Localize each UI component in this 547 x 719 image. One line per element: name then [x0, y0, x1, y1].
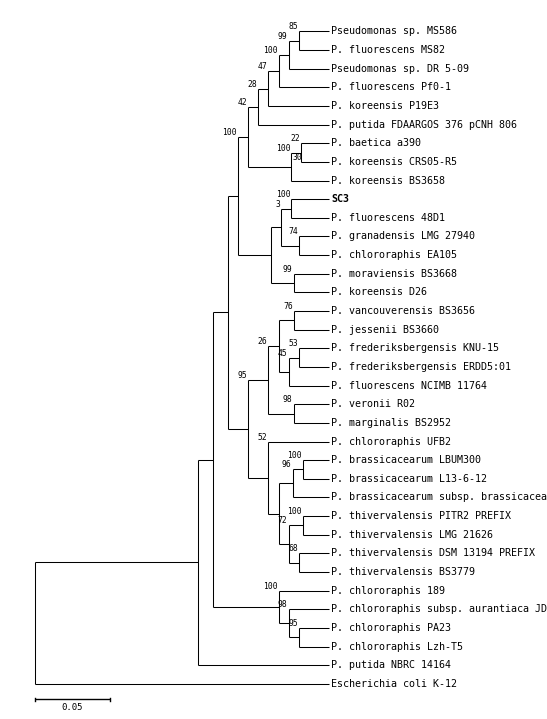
Text: P. fluorescens MS82: P. fluorescens MS82 [331, 45, 445, 55]
Text: 100: 100 [287, 451, 302, 460]
Text: 74: 74 [288, 227, 298, 237]
Text: P. granadensis LMG 27940: P. granadensis LMG 27940 [331, 232, 475, 242]
Text: 99: 99 [283, 265, 293, 274]
Text: 47: 47 [258, 62, 267, 71]
Text: 42: 42 [237, 98, 247, 106]
Text: P. koreensis D26: P. koreensis D26 [331, 288, 427, 298]
Text: P. baetica a390: P. baetica a390 [331, 138, 421, 148]
Text: Pseudomonas sp. MS586: Pseudomonas sp. MS586 [331, 27, 457, 37]
Text: P. thivervalensis PITR2 PREFIX: P. thivervalensis PITR2 PREFIX [331, 511, 511, 521]
Text: P. chlororaphis subsp. aurantiaca JD37: P. chlororaphis subsp. aurantiaca JD37 [331, 604, 547, 614]
Text: 53: 53 [288, 339, 298, 348]
Text: P. chlororaphis 189: P. chlororaphis 189 [331, 586, 445, 595]
Text: 99: 99 [278, 32, 288, 41]
Text: 100: 100 [223, 127, 237, 137]
Text: P. brassicacearum L13-6-12: P. brassicacearum L13-6-12 [331, 474, 487, 484]
Text: 100: 100 [276, 191, 290, 199]
Text: 68: 68 [288, 544, 298, 554]
Text: P. fluorescens Pf0-1: P. fluorescens Pf0-1 [331, 83, 451, 92]
Text: P. moraviensis BS3668: P. moraviensis BS3668 [331, 269, 457, 279]
Text: P. frederiksbergensis KNU-15: P. frederiksbergensis KNU-15 [331, 343, 499, 353]
Text: 96: 96 [282, 460, 292, 470]
Text: 100: 100 [287, 507, 302, 516]
Text: P. koreensis BS3658: P. koreensis BS3658 [331, 175, 445, 186]
Text: P. chlororaphis UFB2: P. chlororaphis UFB2 [331, 436, 451, 446]
Text: Pseudomonas sp. DR 5-09: Pseudomonas sp. DR 5-09 [331, 64, 469, 74]
Text: 85: 85 [288, 22, 298, 32]
Text: P. putida FDAARGOS 376 pCNH 806: P. putida FDAARGOS 376 pCNH 806 [331, 119, 517, 129]
Text: 22: 22 [290, 134, 300, 143]
Text: 95: 95 [237, 371, 247, 380]
Text: 28: 28 [248, 80, 257, 88]
Text: 72: 72 [278, 516, 288, 526]
Text: P. vancouverensis BS3656: P. vancouverensis BS3656 [331, 306, 475, 316]
Text: P. thivervalensis LMG 21626: P. thivervalensis LMG 21626 [331, 530, 493, 540]
Text: 0.05: 0.05 [61, 703, 83, 713]
Text: P. putida NBRC 14164: P. putida NBRC 14164 [331, 660, 451, 670]
Text: P. koreensis CRS05-R5: P. koreensis CRS05-R5 [331, 157, 457, 167]
Text: 98: 98 [283, 395, 293, 404]
Text: 100: 100 [276, 144, 290, 152]
Text: P. marginalis BS2952: P. marginalis BS2952 [331, 418, 451, 428]
Text: P. veronii R02: P. veronii R02 [331, 399, 415, 409]
Text: P. thivervalensis BS3779: P. thivervalensis BS3779 [331, 567, 475, 577]
Text: P. brassicacearum LBUM300: P. brassicacearum LBUM300 [331, 455, 481, 465]
Text: 26: 26 [258, 337, 267, 346]
Text: P. chlororaphis EA105: P. chlororaphis EA105 [331, 250, 457, 260]
Text: 100: 100 [263, 582, 277, 590]
Text: Escherichia coli K-12: Escherichia coli K-12 [331, 679, 457, 689]
Text: P. fluorescens NCIMB 11764: P. fluorescens NCIMB 11764 [331, 380, 487, 390]
Text: 95: 95 [288, 619, 298, 628]
Text: 45: 45 [278, 349, 288, 357]
Text: P. chlororaphis PA23: P. chlororaphis PA23 [331, 623, 451, 633]
Text: P. frederiksbergensis ERDD5:01: P. frederiksbergensis ERDD5:01 [331, 362, 511, 372]
Text: 52: 52 [258, 433, 267, 441]
Text: SC3: SC3 [331, 194, 349, 204]
Text: P. brassicacearum subsp. brassicacearum NFM421: P. brassicacearum subsp. brassicacearum … [331, 493, 547, 503]
Text: 76: 76 [283, 302, 293, 311]
Text: 98: 98 [278, 600, 288, 609]
Text: P. thivervalensis DSM 13194 PREFIX: P. thivervalensis DSM 13194 PREFIX [331, 549, 535, 559]
Text: 30: 30 [292, 153, 302, 162]
Text: P. chlororaphis Lzh-T5: P. chlororaphis Lzh-T5 [331, 641, 463, 651]
Text: P. koreensis P19E3: P. koreensis P19E3 [331, 101, 439, 111]
Text: 100: 100 [263, 46, 277, 55]
Text: P. jessenii BS3660: P. jessenii BS3660 [331, 325, 439, 334]
Text: P. fluorescens 48D1: P. fluorescens 48D1 [331, 213, 445, 223]
Text: 3: 3 [275, 199, 280, 209]
